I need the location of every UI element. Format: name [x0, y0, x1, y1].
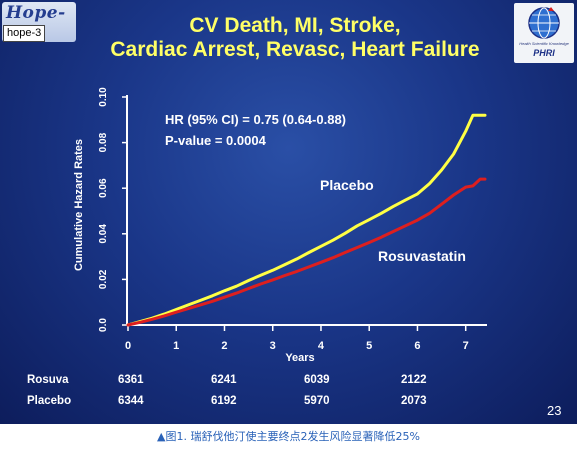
y-tick-label: 0.0 [98, 318, 109, 332]
x-tick-label: 2 [221, 340, 227, 352]
hope3-logo: Hope-3 hope-3 [2, 2, 76, 43]
placebo-line-label: Placebo [320, 177, 374, 193]
x-ticks: 0 1 2 3 4 5 6 7 [125, 325, 469, 352]
x-tick-label: 1 [173, 340, 179, 352]
phri-name: PHRI [533, 48, 555, 58]
risk-value: 6344 [118, 395, 144, 407]
risk-value: 6361 [118, 374, 144, 386]
series-line-placebo [126, 113, 487, 327]
hazard-ratio-text: HR (95% CI) = 0.75 (0.64-0.88) [165, 112, 346, 127]
risk-label-placebo: Placebo [27, 395, 72, 407]
risk-value: 6039 [304, 374, 330, 386]
x-axis-label: Years [285, 352, 314, 364]
phri-subtitle: Health Scientific Knowledge [519, 41, 569, 46]
rosuvastatin-line-label: Rosuvastatin [378, 248, 466, 264]
x-tick-label: 6 [414, 340, 420, 352]
y-ticks: 0.0 0.02 0.04 0.06 0.08 0.10 [98, 87, 127, 332]
x-tick-label: 5 [366, 340, 372, 352]
p-value-text: P-value = 0.0004 [165, 133, 267, 148]
page-number: 23 [547, 403, 562, 418]
chart-axes [126, 95, 487, 326]
hope3-tag: hope-3 [3, 25, 46, 42]
x-tick-label: 3 [270, 340, 276, 352]
x-tick-label: 4 [318, 340, 325, 352]
globe-icon [528, 7, 560, 39]
y-tick-label: 0.06 [98, 178, 109, 198]
y-tick-label: 0.04 [98, 224, 109, 244]
risk-value: 6192 [211, 395, 237, 407]
slide-title-line2: Cardiac Arrest, Revasc, Heart Failure [110, 38, 480, 61]
risk-value: 2073 [401, 395, 427, 407]
risk-value: 6241 [211, 374, 237, 386]
risk-value: 2122 [401, 374, 427, 386]
risk-value: 5970 [304, 395, 330, 407]
series-line-rosuvastatin [126, 177, 487, 327]
figure-caption: ▲图1. 瑞舒伐他汀使主要终点2发生风险显著降低25% [157, 430, 420, 443]
x-tick-label: 0 [125, 340, 131, 352]
slide: Hope-3 hope-3 Health Scientific Knowledg… [0, 0, 577, 424]
risk-label-rosuva: Rosuva [27, 374, 69, 386]
y-axis-label: Cumulative Hazard Rates [73, 139, 85, 271]
slide-title-line1: CV Death, MI, Stroke, [189, 14, 401, 37]
hazard-chart: 0.0 0.02 0.04 0.06 0.08 0.10 0 1 2 3 4 5 6 7 Years C… [73, 87, 487, 364]
series-lines [126, 113, 487, 327]
x-tick-label: 7 [463, 340, 469, 352]
y-tick-label: 0.02 [98, 269, 109, 289]
y-tick-label: 0.10 [98, 87, 109, 107]
y-tick-label: 0.08 [98, 132, 109, 152]
phri-logo: Health Scientific Knowledge PHRI [514, 3, 574, 63]
